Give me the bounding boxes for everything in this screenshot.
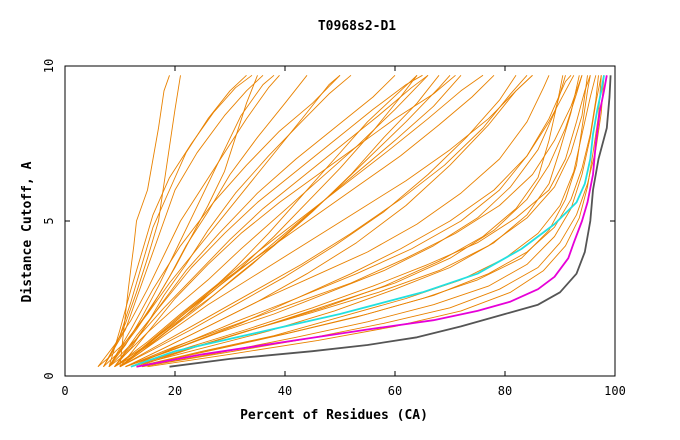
series-line-model-04 — [114, 74, 396, 367]
series-line-model-38 — [125, 75, 550, 368]
series-line-gray — [169, 75, 612, 368]
series-line-model-26 — [108, 74, 429, 368]
series-line-model-28 — [136, 75, 599, 368]
series-line-model-43 — [136, 75, 583, 368]
series-line-model-18 — [125, 75, 566, 368]
series-line-model-37 — [114, 75, 451, 368]
series-line-model-08 — [136, 75, 597, 368]
ticks-layer: 0 20 40 60 80 100 0 5 10 — [42, 59, 626, 398]
series-line-model-35 — [97, 75, 258, 368]
series-line-model-30 — [114, 74, 423, 367]
series-line-model-27 — [125, 75, 583, 368]
series-line-model-17 — [119, 75, 517, 368]
series-line-model-25 — [103, 75, 308, 368]
chart-title: T0968s2-D1 — [318, 19, 396, 34]
series-line-model-10 — [130, 75, 580, 368]
x-tick-label: 60 — [388, 384, 402, 398]
series-line-model-07 — [130, 75, 591, 368]
series-line-model-15 — [114, 74, 352, 367]
series-line-model-24 — [119, 75, 528, 368]
series-line-magenta — [136, 75, 608, 368]
series-line-model-02 — [103, 74, 264, 367]
series-line-model-20 — [130, 75, 564, 368]
series-line-model-22 — [108, 74, 429, 368]
series-line-model-41 — [114, 75, 418, 368]
series-line-model-44 — [119, 74, 533, 368]
x-tick-label: 0 — [61, 384, 68, 398]
series-line-model-23 — [114, 74, 484, 368]
x-tick-label: 80 — [498, 384, 512, 398]
series-line-model-40 — [119, 74, 456, 367]
series-layer — [97, 74, 612, 368]
x-tick-label: 100 — [604, 384, 626, 398]
series-line-model-33 — [141, 75, 605, 368]
series-line-model-09 — [141, 75, 602, 368]
series-line-model-03 — [108, 74, 341, 367]
series-line-model-16 — [119, 75, 440, 368]
series-line-cyan — [130, 75, 605, 368]
series-line-model-32 — [130, 75, 572, 368]
series-line-model-29 — [108, 74, 253, 367]
plot-frame — [64, 65, 616, 377]
y-tick-label: 0 — [42, 372, 56, 379]
series-line-model-14 — [103, 74, 247, 367]
y-tick-label: 5 — [42, 217, 56, 224]
series-line-model-13 — [108, 74, 275, 367]
series-line-model-34 — [147, 75, 602, 368]
series-line-model-12 — [114, 74, 418, 368]
series-line-model-31 — [119, 74, 495, 368]
x-tick-label: 40 — [278, 384, 292, 398]
series-line-model-01 — [119, 75, 170, 367]
series-line-model-36 — [103, 75, 181, 367]
y-axis-label: Distance Cutoff, A — [20, 161, 35, 302]
series-line-model-21 — [97, 75, 280, 367]
series-line-model-42 — [108, 74, 341, 367]
x-tick-label: 20 — [168, 384, 182, 398]
series-line-model-11 — [125, 75, 575, 368]
x-axis-label: Percent of Residues (CA) — [240, 408, 428, 423]
y-tick-label: 10 — [42, 59, 56, 73]
